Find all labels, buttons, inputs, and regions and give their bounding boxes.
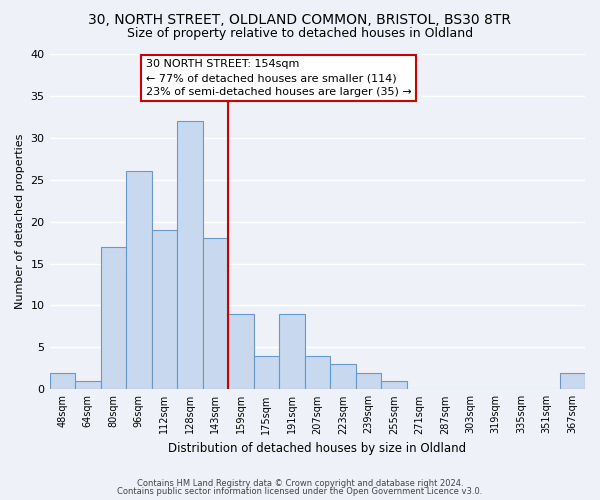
Bar [254,356,279,390]
Y-axis label: Number of detached properties: Number of detached properties [15,134,25,310]
Bar [126,172,152,390]
Text: Contains HM Land Registry data © Crown copyright and database right 2024.: Contains HM Land Registry data © Crown c… [137,478,463,488]
Bar [75,381,101,390]
Bar [203,238,228,390]
Bar [228,314,254,390]
Bar [305,356,330,390]
Text: Contains public sector information licensed under the Open Government Licence v3: Contains public sector information licen… [118,487,482,496]
Bar [101,247,126,390]
X-axis label: Distribution of detached houses by size in Oldland: Distribution of detached houses by size … [168,442,466,455]
Text: 30, NORTH STREET, OLDLAND COMMON, BRISTOL, BS30 8TR: 30, NORTH STREET, OLDLAND COMMON, BRISTO… [89,12,511,26]
Bar [152,230,177,390]
Text: Size of property relative to detached houses in Oldland: Size of property relative to detached ho… [127,28,473,40]
Bar [356,372,381,390]
Text: 30 NORTH STREET: 154sqm
← 77% of detached houses are smaller (114)
23% of semi-d: 30 NORTH STREET: 154sqm ← 77% of detache… [146,59,412,97]
Bar [330,364,356,390]
Bar [560,372,585,390]
Bar [177,121,203,390]
Bar [279,314,305,390]
Bar [50,372,75,390]
Bar [381,381,407,390]
